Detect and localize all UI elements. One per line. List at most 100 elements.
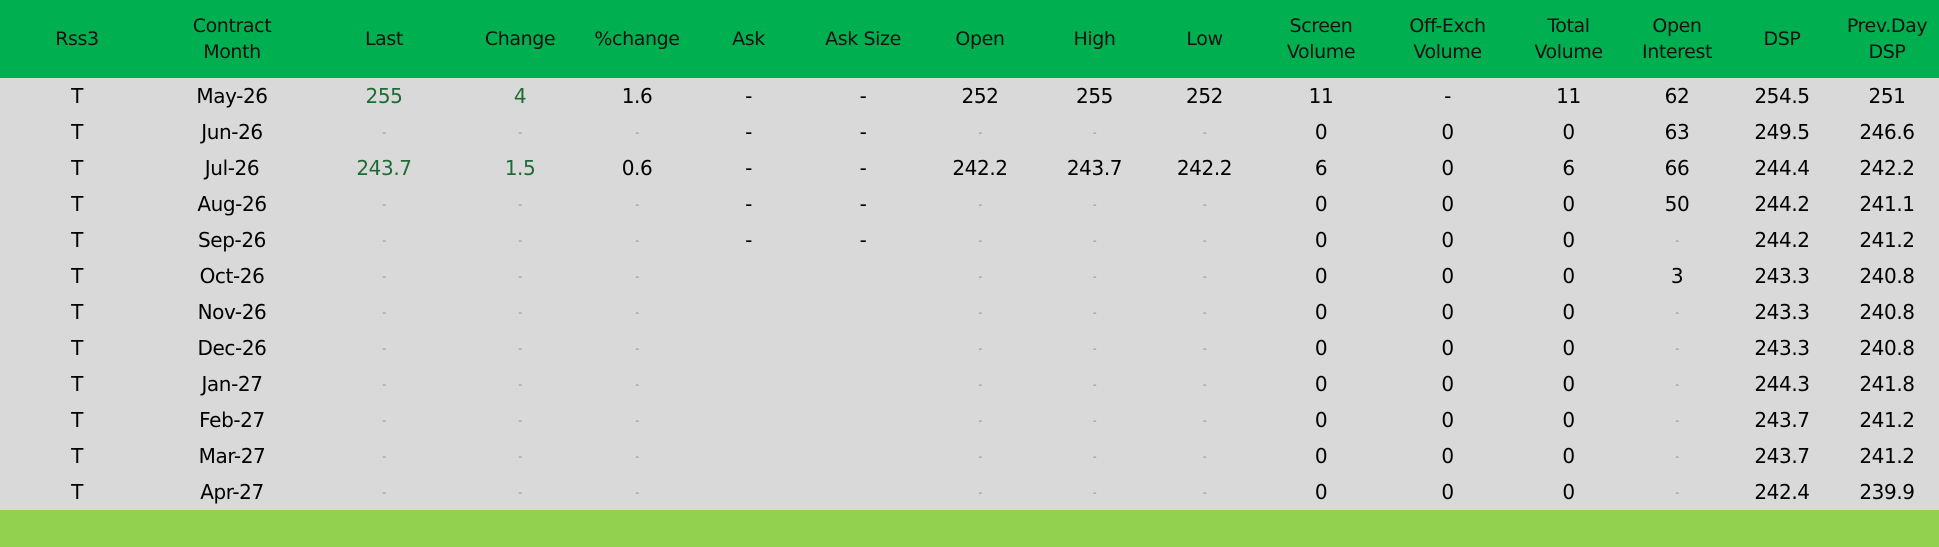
- column-header-last[interactable]: Last: [365, 28, 403, 50]
- cell-pct-change: -: [635, 341, 639, 355]
- column-header-screen-volume[interactable]: Screen Volume: [1286, 15, 1356, 63]
- cell-change: 1.5: [504, 156, 536, 180]
- cell-ask-size: -: [859, 228, 867, 252]
- cell-prev-day-dsp: 239.9: [1859, 480, 1915, 504]
- table-row[interactable]: T Sep-26 - - - - - - - - 0 0 0 - 244.2 241.2: [0, 222, 1939, 258]
- cell-product: T: [71, 336, 83, 360]
- cell-off-exch-volume: 0: [1441, 120, 1454, 144]
- cell-open: 252: [961, 84, 999, 108]
- cell-change: -: [518, 377, 522, 391]
- cell-pct-change: -: [635, 377, 639, 391]
- cell-prev-day-dsp: 246.6: [1859, 120, 1915, 144]
- cell-open-interest: 50: [1664, 192, 1690, 216]
- cell-low: -: [1202, 341, 1207, 355]
- cell-open: -: [978, 269, 982, 283]
- cell-dsp: 254.5: [1754, 84, 1810, 108]
- cell-open: -: [978, 341, 982, 355]
- cell-open: -: [978, 377, 982, 391]
- cell-high: -: [1092, 377, 1097, 391]
- table-row[interactable]: T Feb-27 - - - - - - 0 0 0 - 243.7 241.2: [0, 402, 1939, 438]
- cell-last: -: [382, 341, 386, 355]
- cell-screen-volume: 0: [1314, 336, 1328, 360]
- column-header-total-volume[interactable]: Total Volume: [1534, 15, 1603, 63]
- column-header-product[interactable]: Rss3: [55, 28, 99, 50]
- table-row[interactable]: T Mar-27 - - - - - - 0 0 0 - 243.7 241.2: [0, 438, 1939, 474]
- cell-off-exch-volume: 0: [1441, 192, 1454, 216]
- table-row[interactable]: T Apr-27 - - - - - - 0 0 0 - 242.4 239.9: [0, 474, 1939, 510]
- cell-change: -: [518, 413, 522, 427]
- cell-prev-day-dsp: 240.8: [1859, 300, 1915, 324]
- cell-high: -: [1092, 233, 1097, 247]
- cell-ask: [692, 402, 805, 438]
- cell-month: Apr-27: [200, 480, 264, 504]
- cell-dsp: 243.3: [1754, 336, 1810, 360]
- cell-low: -: [1202, 377, 1207, 391]
- cell-pct-change: -: [635, 269, 639, 283]
- cell-dsp: 243.7: [1754, 408, 1810, 432]
- table-row[interactable]: T Jan-27 - - - - - - 0 0 0 - 244.3 241.8: [0, 366, 1939, 402]
- cell-month: Jun-26: [201, 120, 263, 144]
- cell-open-interest: -: [1675, 413, 1679, 427]
- cell-open-interest: 66: [1664, 156, 1690, 180]
- table-row[interactable]: T Oct-26 - - - - - - 0 0 0 3 243.3 240.8: [0, 258, 1939, 294]
- cell-open: -: [978, 305, 982, 319]
- cell-open-interest: -: [1675, 305, 1679, 319]
- cell-dsp: 243.3: [1754, 264, 1810, 288]
- cell-screen-volume: 0: [1314, 480, 1328, 504]
- cell-low: 252: [1186, 84, 1223, 108]
- table-row[interactable]: T Jul-26 243.7 1.5 0.6- -242.2 243.7 242.2 6 0 6 66…: [0, 150, 1939, 186]
- column-header-pct-change[interactable]: %change: [594, 28, 680, 50]
- cell-last: -: [382, 197, 386, 211]
- cell-ask-size: -: [859, 120, 867, 144]
- cell-month: Mar-27: [198, 444, 266, 468]
- cell-total-volume: 0: [1562, 408, 1575, 432]
- cell-open: -: [978, 449, 982, 463]
- cell-dsp: 244.2: [1754, 192, 1810, 216]
- cell-change: -: [518, 341, 522, 355]
- cell-last: -: [382, 305, 386, 319]
- cell-total-volume: 0: [1562, 120, 1575, 144]
- table-row[interactable]: T Nov-26 - - - - - - 0 0 0 - 243.3 240.8: [0, 294, 1939, 330]
- cell-ask: -: [745, 84, 752, 108]
- column-header-prev-day-dsp[interactable]: Prev.Day DSP: [1846, 15, 1928, 63]
- column-header-open-interest[interactable]: Open Interest: [1641, 15, 1713, 63]
- cell-ask-size: [805, 438, 921, 474]
- cell-open-interest: -: [1675, 341, 1679, 355]
- cell-pct-change: -: [635, 233, 639, 247]
- cell-dsp: 244.4: [1754, 156, 1810, 180]
- cell-high: -: [1092, 269, 1097, 283]
- column-header-low[interactable]: Low: [1186, 28, 1223, 50]
- table-row[interactable]: T Aug-26 - - - - - - - - 0 0 0 50 244.2 241.1: [0, 186, 1939, 222]
- column-header-high[interactable]: High: [1073, 28, 1116, 50]
- table-row[interactable]: T Jun-26 - - - - - - - - 0 0 0 63 249.5 246.6: [0, 114, 1939, 150]
- cell-month: Jul-26: [204, 156, 260, 180]
- cell-open: -: [978, 485, 982, 499]
- cell-low: -: [1202, 269, 1207, 283]
- cell-screen-volume: 6: [1314, 156, 1328, 180]
- cell-dsp: 244.3: [1754, 372, 1810, 396]
- column-header-dsp[interactable]: DSP: [1763, 28, 1801, 50]
- cell-total-volume: 0: [1562, 480, 1575, 504]
- column-header-month[interactable]: Contract Month: [192, 15, 272, 63]
- cell-last: 243.7: [356, 156, 412, 180]
- cell-screen-volume: 0: [1314, 408, 1328, 432]
- cell-month: Jan-27: [201, 372, 263, 396]
- cell-product: T: [71, 264, 83, 288]
- cell-change: -: [518, 233, 522, 247]
- cell-product: T: [71, 300, 83, 324]
- table-row[interactable]: T Dec-26 - - - - - - 0 0 0 - 243.3 240.8: [0, 330, 1939, 366]
- cell-month: Oct-26: [199, 264, 265, 288]
- cell-pct-change: -: [635, 449, 639, 463]
- column-header-ask-size[interactable]: Ask Size: [825, 28, 901, 50]
- table-row[interactable]: T May-26 255 4 1.6 - - 252 255 252 11 - 11 62 254.5 251: [0, 78, 1939, 114]
- column-header-off-exch-volume[interactable]: Off-Exch Volume: [1409, 15, 1486, 63]
- cell-product: T: [71, 480, 83, 504]
- cell-low: -: [1202, 197, 1207, 211]
- column-header-ask[interactable]: Ask: [732, 28, 765, 50]
- column-header-change[interactable]: Change: [484, 28, 556, 50]
- cell-dsp: 243.3: [1754, 300, 1810, 324]
- cell-screen-volume: 0: [1314, 192, 1328, 216]
- column-header-open[interactable]: Open: [955, 28, 1005, 50]
- cell-change: -: [518, 449, 522, 463]
- cell-dsp: 243.7: [1754, 444, 1810, 468]
